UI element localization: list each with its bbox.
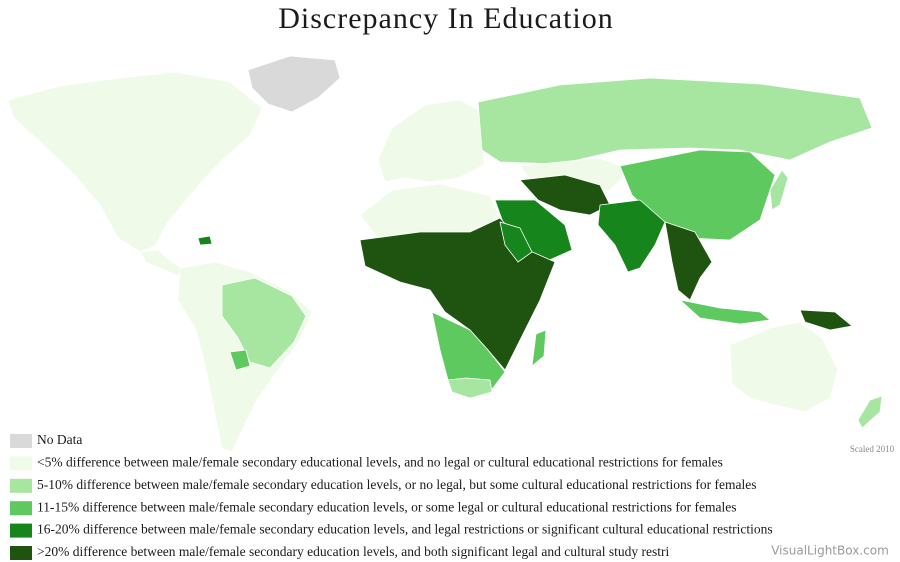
legend: No Data <5% difference between male/femal… <box>10 432 773 560</box>
legend-swatch <box>10 523 32 538</box>
map-title: Discrepancy In Education <box>278 2 614 35</box>
legend-swatch <box>10 546 32 560</box>
legend-label: >20% difference between male/female seco… <box>37 544 670 559</box>
paraguay <box>229 349 251 371</box>
legend-swatch <box>10 478 32 493</box>
southeast-asia <box>664 221 713 301</box>
legend-swatch <box>10 434 32 448</box>
russia <box>477 77 873 165</box>
legend-swatch <box>10 456 32 471</box>
world-map <box>7 55 883 453</box>
legend-label: 16-20% difference between male/female se… <box>37 522 773 537</box>
indonesia <box>679 299 771 325</box>
india <box>597 199 666 273</box>
australia <box>729 321 839 413</box>
central-america <box>139 249 186 277</box>
credit: Scaled 2010 <box>850 444 895 454</box>
papua <box>799 309 853 331</box>
legend-swatch <box>10 501 32 516</box>
central-africa <box>359 217 556 371</box>
south-africa <box>447 377 493 399</box>
east-africa <box>499 221 533 263</box>
north-america <box>7 71 263 253</box>
watermark: VisualLightBox.com <box>771 544 889 558</box>
caribbean <box>197 235 213 246</box>
new-zealand <box>857 395 883 429</box>
europe <box>377 99 485 183</box>
legend-label: <5% difference between male/female secon… <box>37 454 723 469</box>
japan <box>769 169 789 211</box>
madagascar <box>531 329 547 367</box>
brazil <box>221 277 307 369</box>
legend-label: 5-10% difference between male/female sec… <box>37 477 756 492</box>
legend-label: No Data <box>37 432 82 447</box>
greenland <box>247 55 341 113</box>
legend-label: 11-15% difference between male/female se… <box>37 499 736 514</box>
